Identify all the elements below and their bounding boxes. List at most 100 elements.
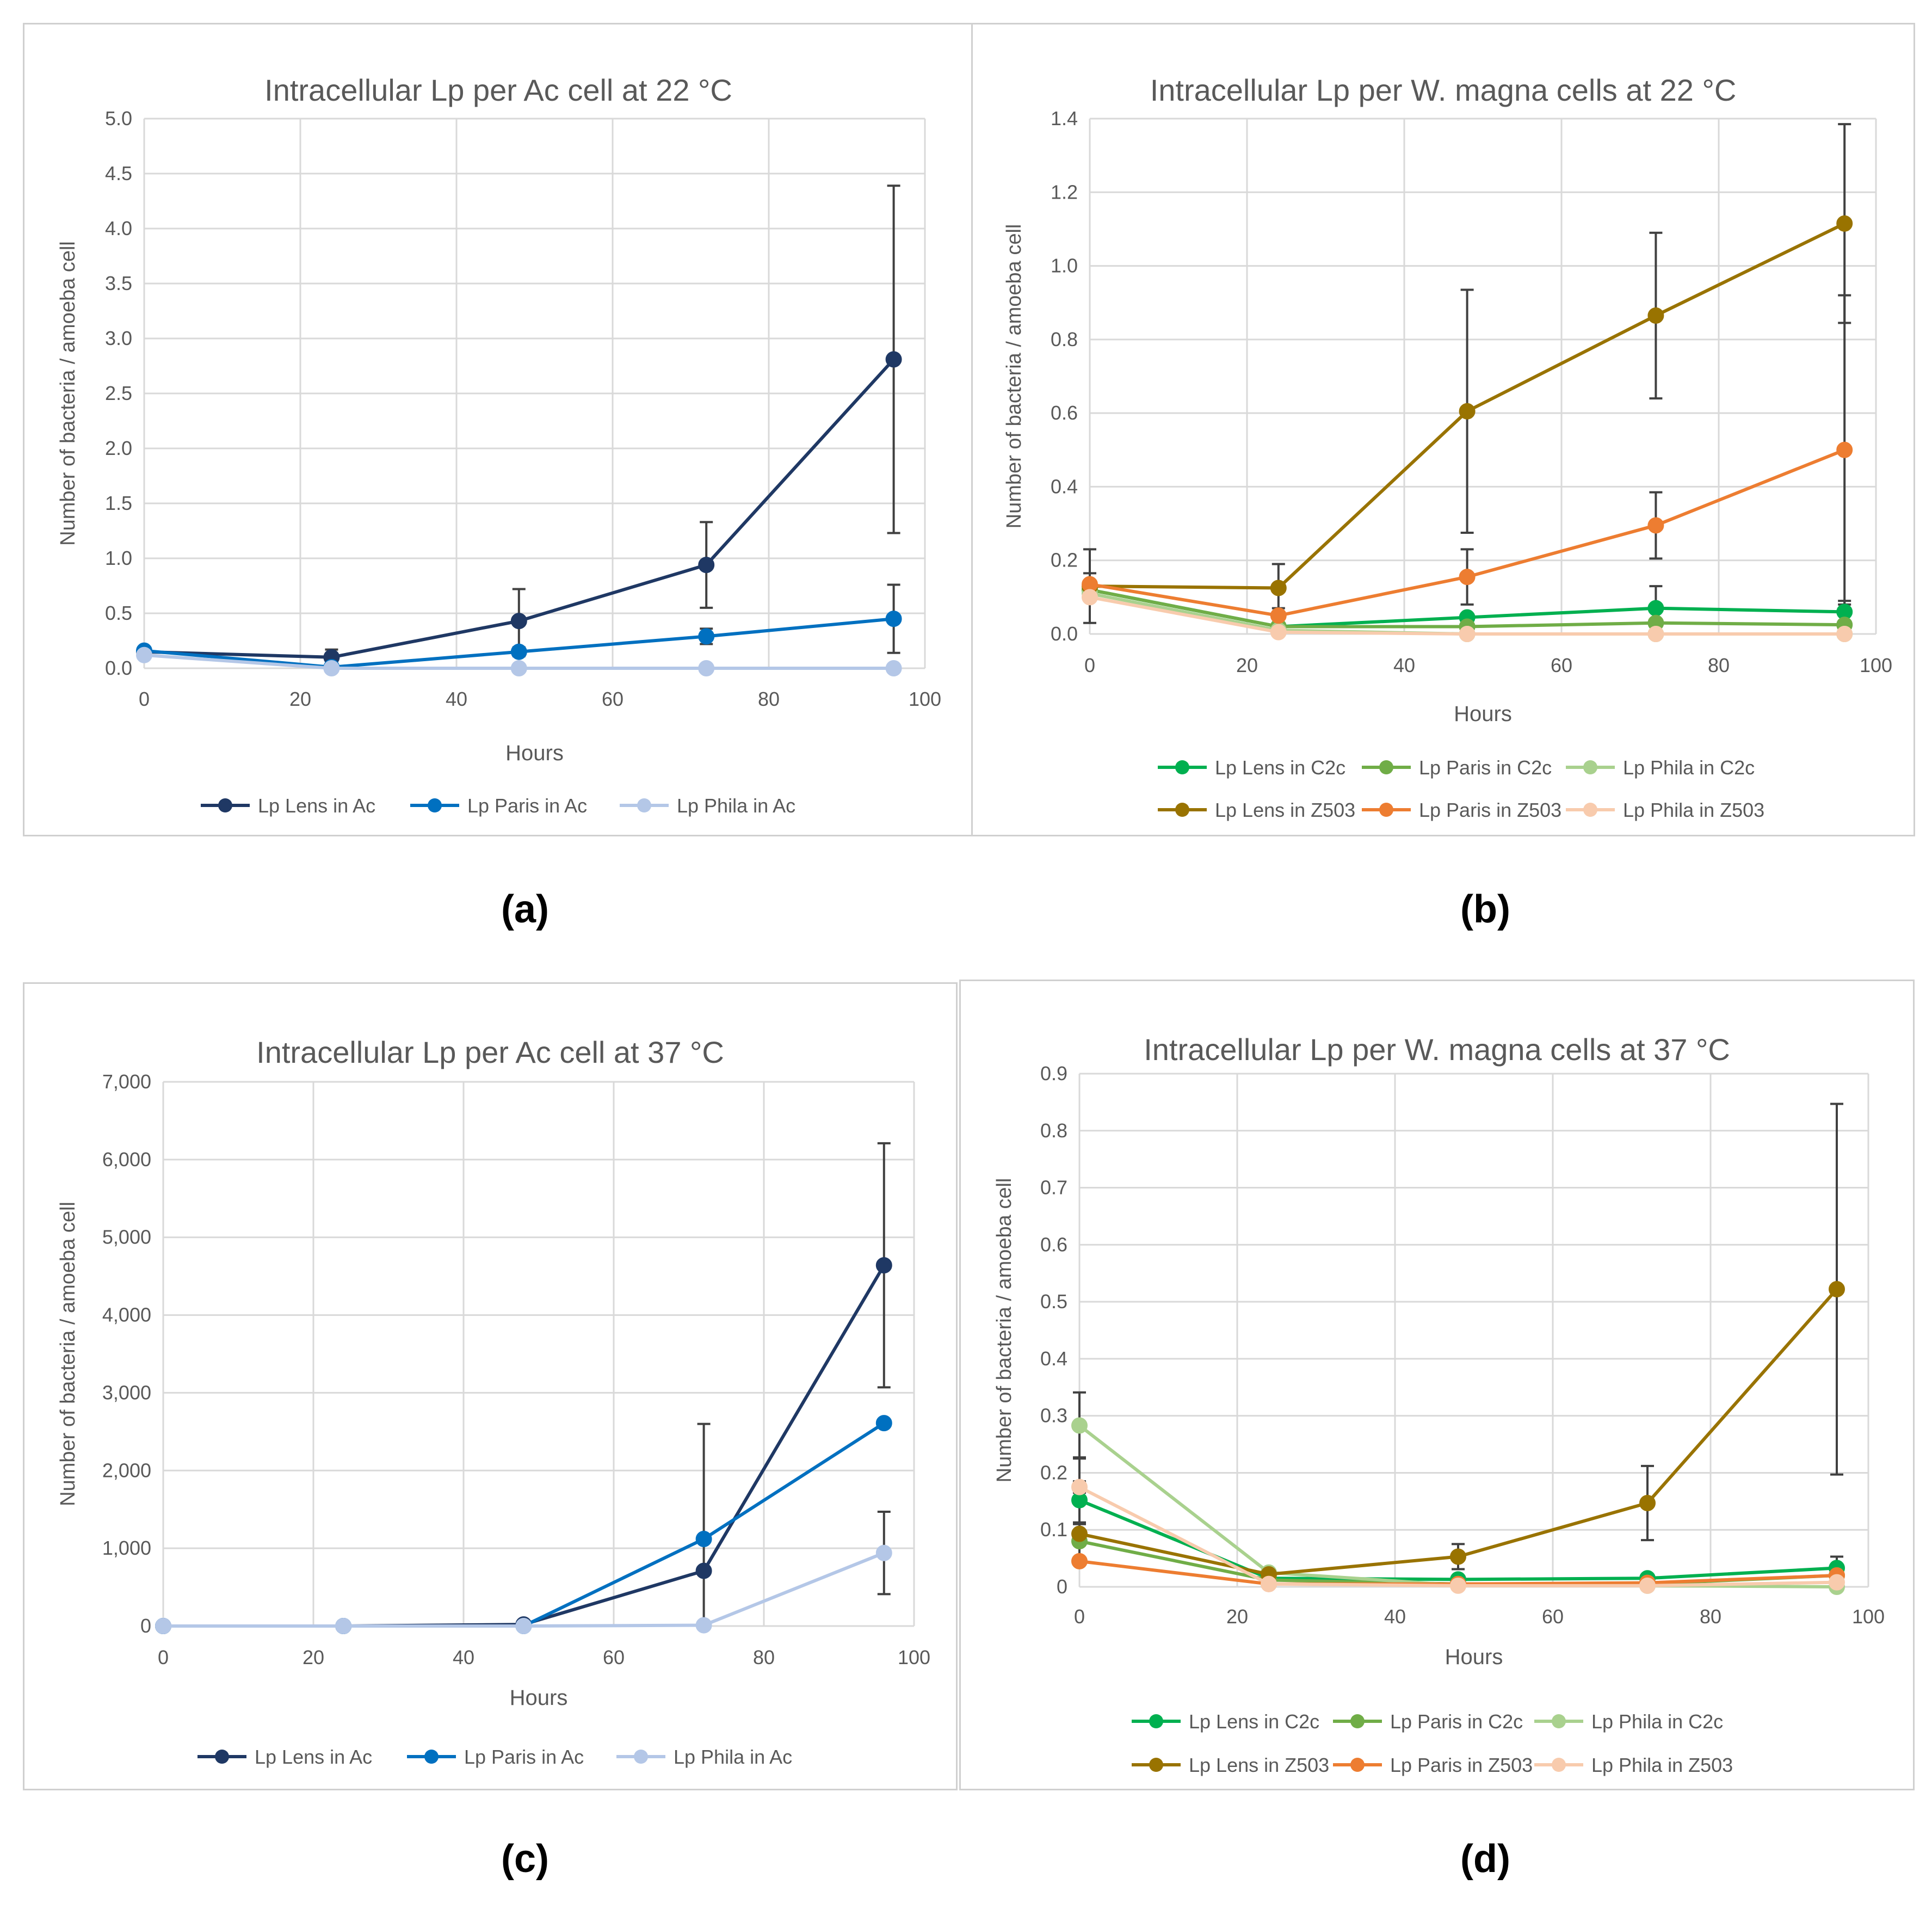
x-tick-label: 80 xyxy=(1700,1605,1721,1628)
x-axis-label: Hours xyxy=(1445,1645,1503,1669)
x-tick-label: 60 xyxy=(1551,654,1572,676)
data-point xyxy=(335,1618,352,1634)
data-point xyxy=(1071,1417,1088,1434)
y-axis-label: Number of bacteria / amoeba cell xyxy=(57,1202,79,1506)
data-point xyxy=(1270,580,1287,596)
chart-panel-a: Intracellular Lp per Ac cell at 22 °C 0.0… xyxy=(23,23,974,836)
y-tick-label: 0.0 xyxy=(1051,623,1078,645)
chart-title: Intracellular Lp per W. magna cells at 2… xyxy=(1150,73,1737,107)
x-tick-label: 40 xyxy=(453,1646,474,1668)
caption-c: (c) xyxy=(501,1837,549,1881)
chart-svg-d: Intracellular Lp per W. magna cells at 3… xyxy=(993,1032,1885,1776)
data-point xyxy=(510,660,527,676)
data-point xyxy=(1829,1574,1845,1591)
y-tick-label: 2.5 xyxy=(105,382,132,404)
legend-swatch-marker xyxy=(1175,760,1189,774)
y-tick-label: 0.2 xyxy=(1040,1461,1067,1483)
y-tick-label: 0.4 xyxy=(1040,1347,1067,1370)
data-point xyxy=(695,1531,712,1547)
legend-swatch-marker xyxy=(1583,803,1597,817)
y-tick-label: 4.0 xyxy=(105,217,132,239)
y-tick-label: 0.9 xyxy=(1040,1062,1067,1085)
data-point xyxy=(155,1618,171,1634)
y-tick-label: 7,000 xyxy=(102,1070,151,1093)
caption-b: (b) xyxy=(1460,888,1510,931)
x-tick-label: 40 xyxy=(446,688,467,710)
y-tick-label: 0.0 xyxy=(105,657,132,679)
y-tick-label: 3.0 xyxy=(105,327,132,349)
x-tick-label: 20 xyxy=(303,1646,324,1668)
legend-swatch-marker xyxy=(1149,1714,1163,1728)
x-tick-label: 60 xyxy=(1542,1605,1564,1628)
data-point xyxy=(1071,1553,1088,1569)
chart-title: Intracellular Lp per Ac cell at 22 °C xyxy=(264,73,732,107)
data-point xyxy=(1270,624,1287,641)
data-point xyxy=(1450,1548,1466,1565)
series-line xyxy=(163,1264,886,1628)
legend-label: Lp Lens in Z503 xyxy=(1189,1754,1329,1776)
chart-svg-b: Intracellular Lp per W. magna cells at 2… xyxy=(1003,73,1892,821)
legend-swatch-marker xyxy=(1350,1758,1365,1772)
y-tick-label: 1.5 xyxy=(105,492,132,514)
data-point xyxy=(1836,626,1853,642)
legend-swatch-marker xyxy=(1552,1758,1566,1772)
data-point xyxy=(1639,1494,1656,1511)
chart-title: Intracellular Lp per Ac cell at 37 °C xyxy=(256,1035,724,1069)
legend-swatch-marker xyxy=(637,798,651,812)
data-point xyxy=(1071,1479,1088,1495)
y-tick-label: 0.5 xyxy=(1040,1290,1067,1313)
legend-label: Lp Paris in C2c xyxy=(1390,1710,1523,1733)
y-tick-label: 0.4 xyxy=(1051,475,1078,497)
data-point xyxy=(510,643,527,660)
legend-swatch-marker xyxy=(1350,1714,1365,1728)
x-axis-label: Hours xyxy=(1454,702,1512,726)
legend-label: Lp Lens in Ac xyxy=(258,795,375,817)
y-tick-label: 0.6 xyxy=(1051,402,1078,424)
x-axis-label: Hours xyxy=(505,741,564,765)
chart-panel-d: Intracellular Lp per W. magna cells at 3… xyxy=(959,980,1915,1790)
data-point xyxy=(1270,607,1287,624)
y-tick-label: 0.8 xyxy=(1051,328,1078,350)
data-point xyxy=(1647,626,1664,642)
data-point xyxy=(698,660,715,676)
y-tick-label: 0.2 xyxy=(1051,549,1078,571)
y-tick-label: 2.0 xyxy=(105,437,132,459)
x-axis-label: Hours xyxy=(510,1686,568,1710)
y-tick-label: 1.2 xyxy=(1051,181,1078,203)
legend-label: Lp Paris in Ac xyxy=(464,1746,584,1768)
legend-swatch-marker xyxy=(424,1750,439,1764)
y-tick-label: 2,000 xyxy=(102,1459,151,1481)
legend-label: Lp Paris in Z503 xyxy=(1419,799,1561,821)
y-tick-label: 1.0 xyxy=(105,547,132,569)
data-point xyxy=(1459,569,1476,586)
x-tick-label: 0 xyxy=(139,688,150,710)
data-point xyxy=(1071,1525,1088,1542)
data-point xyxy=(885,351,902,368)
data-point xyxy=(885,611,902,627)
data-point xyxy=(323,660,340,676)
data-point xyxy=(515,1618,532,1634)
data-point xyxy=(698,628,715,645)
x-tick-label: 20 xyxy=(1236,654,1258,676)
y-tick-label: 5,000 xyxy=(102,1226,151,1248)
data-point xyxy=(1450,1577,1466,1594)
legend-swatch-marker xyxy=(1552,1714,1566,1728)
y-tick-label: 4,000 xyxy=(102,1304,151,1326)
chart-panel-c: Intracellular Lp per Ac cell at 37 °C 0 1,… xyxy=(23,982,958,1790)
legend-label: Lp Phila in Z503 xyxy=(1591,1754,1733,1776)
y-tick-label: 6,000 xyxy=(102,1148,151,1171)
y-tick-label: 4.5 xyxy=(105,162,132,184)
x-tick-label: 80 xyxy=(758,688,780,710)
y-axis-label: Number of bacteria / amoeba cell xyxy=(57,241,79,546)
data-point xyxy=(695,1562,712,1579)
y-tick-label: 0.6 xyxy=(1040,1233,1067,1255)
y-tick-label: 5.0 xyxy=(105,107,132,130)
x-tick-label: 80 xyxy=(753,1646,775,1668)
x-tick-label: 40 xyxy=(1384,1605,1406,1628)
data-point xyxy=(1082,589,1098,606)
legend-swatch-marker xyxy=(215,1750,229,1764)
y-tick-label: 1,000 xyxy=(102,1537,151,1559)
data-point xyxy=(1459,626,1476,642)
x-tick-label: 60 xyxy=(603,1646,625,1668)
x-tick-label: 100 xyxy=(898,1646,930,1668)
